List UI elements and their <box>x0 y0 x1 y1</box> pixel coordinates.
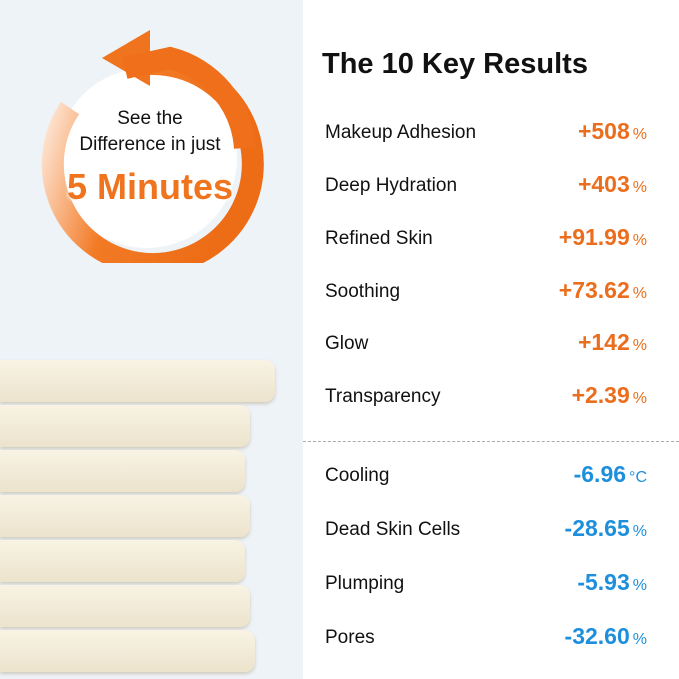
result-number: +91.99 <box>558 224 630 250</box>
result-number: -5.93 <box>577 569 630 595</box>
result-row: Refined Skin +91.99% <box>325 224 647 254</box>
result-label: Dead Skin Cells <box>325 519 461 540</box>
result-row: Cooling -6.96 °C <box>325 461 647 491</box>
result-value: +508% <box>578 118 647 145</box>
result-unit: °C <box>629 469 647 486</box>
result-row: Plumping -5.93% <box>325 569 647 599</box>
result-row: Glow +142% <box>325 329 647 359</box>
result-value: +142% <box>578 329 647 356</box>
result-number: +508 <box>577 118 630 144</box>
result-label: Refined Skin <box>325 228 433 249</box>
page-title: The 10 Key Results <box>322 48 588 80</box>
result-label: Transparency <box>325 386 441 407</box>
badge-highlight: 5 Minutes <box>66 166 234 207</box>
result-row: Dead Skin Cells -28.65% <box>325 515 647 545</box>
result-label: Deep Hydration <box>325 175 458 196</box>
result-row: Pores -32.60% <box>325 623 647 653</box>
result-label: Glow <box>325 333 369 354</box>
result-number: +142 <box>577 329 630 355</box>
result-unit: % <box>632 179 647 196</box>
result-unit: % <box>632 523 647 540</box>
product-image-panel: See the Difference in just 5 Minutes <box>0 0 303 679</box>
result-unit: % <box>632 337 647 354</box>
result-number: +73.62 <box>558 277 630 303</box>
counterclockwise-arrow-icon <box>41 30 264 263</box>
result-unit: % <box>632 390 647 407</box>
result-label: Makeup Adhesion <box>325 122 477 143</box>
result-value: -6.96 °C <box>574 461 647 488</box>
result-value: +2.39% <box>572 382 647 409</box>
result-number: +2.39 <box>571 382 630 408</box>
badge-line1: See the <box>117 108 183 129</box>
result-row: Soothing +73.62% <box>325 277 647 307</box>
result-number: -6.96 <box>573 461 627 487</box>
badge-line2: Difference in just <box>79 134 221 155</box>
result-value: -28.65% <box>565 515 647 542</box>
result-value: -32.60% <box>565 623 647 650</box>
result-row: Transparency +2.39% <box>325 382 647 412</box>
gel-pad-stack-image <box>0 350 303 679</box>
divider <box>303 441 679 442</box>
result-value: +403% <box>578 171 647 198</box>
result-label: Plumping <box>325 573 405 594</box>
result-unit: % <box>632 577 647 594</box>
result-number: -32.60 <box>564 623 630 649</box>
result-unit: % <box>632 285 647 302</box>
results-panel: The 10 Key Results Makeup Adhesion +508% D… <box>303 0 679 679</box>
result-number: -28.65 <box>564 515 630 541</box>
result-value: +73.62% <box>559 277 647 304</box>
result-unit: % <box>632 631 647 648</box>
result-label: Cooling <box>325 465 390 486</box>
result-value: +91.99% <box>559 224 647 251</box>
result-unit: % <box>632 232 647 249</box>
result-number: +403 <box>577 171 630 197</box>
result-row: Makeup Adhesion +508% <box>325 118 647 148</box>
result-unit: % <box>632 126 647 143</box>
result-label: Soothing <box>325 281 401 302</box>
result-value: -5.93% <box>577 569 647 596</box>
result-label: Pores <box>325 627 375 648</box>
result-row: Deep Hydration +403% <box>325 171 647 201</box>
